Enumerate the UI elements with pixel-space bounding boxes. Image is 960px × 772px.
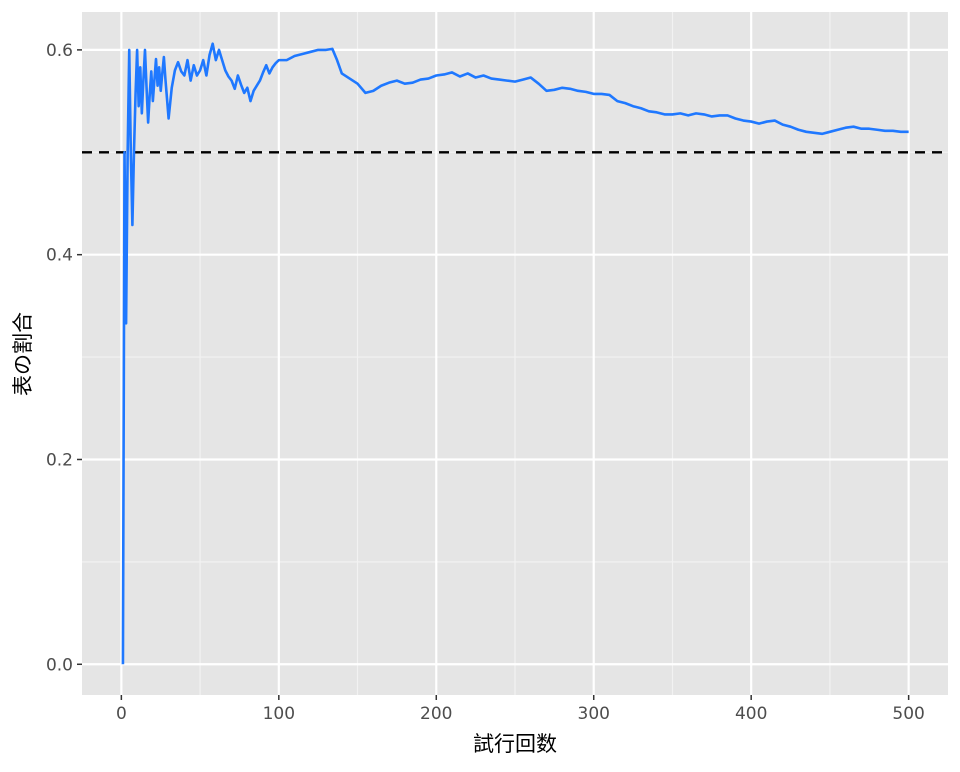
x-tick-label: 0 — [116, 704, 127, 724]
y-tick-label: 0.6 — [46, 41, 73, 61]
x-tick-label: 300 — [578, 704, 610, 724]
y-tick-label: 0.0 — [46, 655, 73, 675]
series-line — [121, 42, 909, 665]
x-tick-label: 200 — [420, 704, 452, 724]
x-axis-title: 試行回数 — [473, 732, 557, 756]
y-tick-label: 0.4 — [46, 246, 73, 266]
x-tick-label: 100 — [263, 704, 295, 724]
y-axis: 0.0 0.2 0.4 0.6 — [46, 41, 82, 675]
x-tick-label: 500 — [892, 704, 924, 724]
x-tick-label: 400 — [735, 704, 767, 724]
series-layer — [121, 42, 909, 665]
y-tick-label: 0.2 — [46, 450, 73, 470]
y-axis-title: 表の割合 — [11, 312, 35, 396]
major-gridlines — [82, 12, 948, 695]
x-axis: 0 100 200 300 400 500 — [116, 695, 925, 724]
